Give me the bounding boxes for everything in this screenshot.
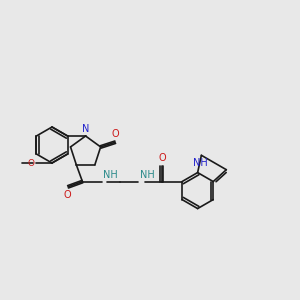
Text: N: N [82,124,89,134]
Text: O: O [159,153,167,163]
Text: NH: NH [103,169,118,180]
Text: NH: NH [140,169,155,180]
Text: O: O [63,190,71,200]
Text: O: O [111,129,119,139]
Text: NH: NH [193,158,208,168]
Text: O: O [28,158,35,167]
